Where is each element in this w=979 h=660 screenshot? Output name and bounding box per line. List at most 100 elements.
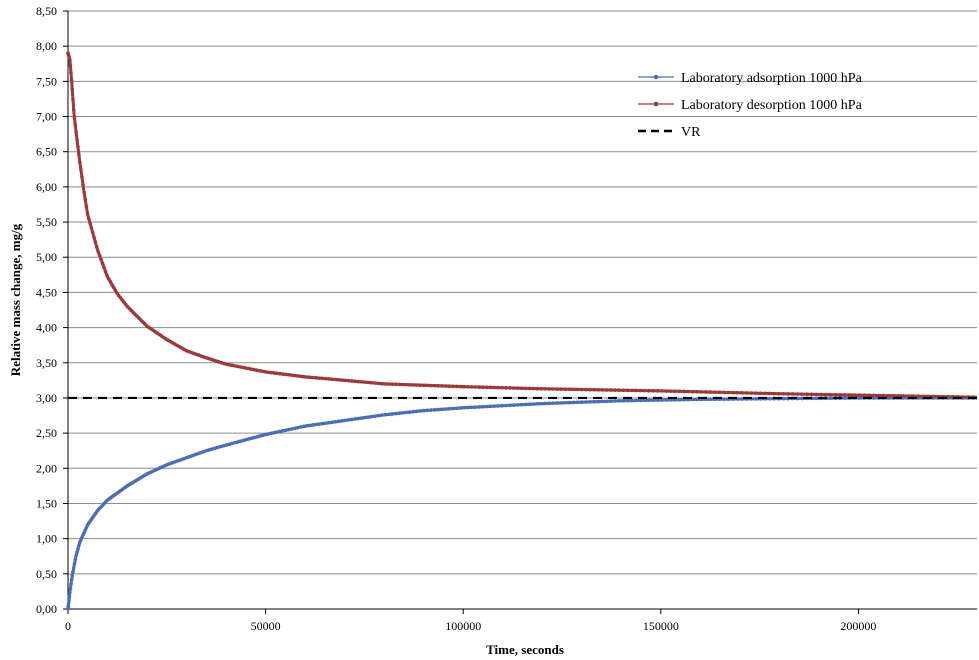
legend-item: Laboratory desorption 1000 hPa <box>638 98 863 113</box>
data-point <box>263 370 268 374</box>
data-point <box>555 401 560 405</box>
data-point <box>559 387 564 391</box>
data-point <box>563 387 568 392</box>
data-point <box>103 269 108 274</box>
data-point <box>284 428 288 432</box>
data-point <box>571 387 576 392</box>
y-tick-label: 8,50 <box>36 4 57 18</box>
data-point <box>946 394 950 399</box>
data-point <box>872 393 876 398</box>
data-point <box>356 416 361 421</box>
data-point <box>655 398 660 402</box>
data-point <box>349 417 354 422</box>
data-point <box>340 378 344 382</box>
data-point <box>69 70 73 75</box>
data-point <box>393 411 398 416</box>
data-point <box>400 382 405 387</box>
data-point <box>440 407 444 412</box>
data-point <box>735 390 740 395</box>
data-point <box>523 402 528 407</box>
data-point <box>369 380 374 385</box>
data-point <box>488 385 493 390</box>
data-point <box>543 387 548 391</box>
data-point <box>852 393 857 397</box>
data-point <box>432 408 437 412</box>
data-point <box>366 380 371 385</box>
data-point <box>731 390 735 395</box>
data-point <box>454 384 459 389</box>
data-point <box>511 403 516 407</box>
x-tick-labels: 0 50000 100000 150000 200000 <box>65 619 876 633</box>
data-point <box>708 397 713 402</box>
data-point <box>647 398 651 403</box>
data-point <box>74 130 78 135</box>
data-point <box>695 397 699 402</box>
data-point <box>527 386 532 391</box>
data-point <box>369 414 374 419</box>
data-point <box>336 378 341 382</box>
data-point <box>600 399 605 404</box>
data-point <box>246 437 251 441</box>
data-point <box>110 282 114 287</box>
data-point <box>896 394 901 398</box>
data-point <box>249 367 254 371</box>
data-point <box>891 393 896 398</box>
data-point <box>414 409 419 414</box>
data-point <box>324 376 328 381</box>
data-point <box>72 116 77 120</box>
data-point <box>767 391 772 396</box>
data-point <box>651 398 656 402</box>
legend-marker <box>653 74 659 80</box>
data-point <box>380 413 384 417</box>
data-point <box>686 389 691 394</box>
data-point <box>786 392 790 396</box>
data-point <box>496 385 500 390</box>
data-point <box>404 410 408 415</box>
data-point <box>664 389 669 393</box>
data-point <box>241 438 245 443</box>
data-point <box>638 388 643 393</box>
data-point <box>519 402 524 407</box>
data-point <box>584 400 588 404</box>
data-point <box>366 415 371 419</box>
data-point <box>647 388 651 393</box>
data-point <box>535 402 540 406</box>
data-point <box>327 377 331 381</box>
data-point <box>246 366 251 371</box>
data-point <box>575 387 580 392</box>
data-point <box>68 63 73 68</box>
data-point <box>677 397 682 402</box>
data-point <box>235 364 240 369</box>
legend-label: Laboratory desorption 1000 hPa <box>681 98 863 113</box>
data-point <box>838 393 842 397</box>
data-point <box>105 274 109 278</box>
data-point <box>418 409 423 413</box>
data-point <box>443 407 448 411</box>
data-point <box>320 376 325 381</box>
data-point <box>758 391 763 396</box>
data-point <box>767 396 772 401</box>
data-point <box>781 396 786 401</box>
data-point <box>462 405 466 410</box>
data-point <box>621 388 626 393</box>
data-point <box>630 398 634 403</box>
data-point <box>89 226 94 230</box>
data-point <box>800 392 804 396</box>
data-point <box>608 388 613 392</box>
data-point <box>713 390 717 394</box>
data-point <box>238 439 242 444</box>
data-point <box>708 390 713 394</box>
data-point <box>551 401 556 405</box>
data-point <box>519 386 524 391</box>
data-point <box>296 374 300 378</box>
data-point <box>795 392 800 396</box>
data-point <box>559 401 564 405</box>
data-point <box>93 240 98 244</box>
data-point <box>67 598 71 603</box>
data-point <box>634 388 638 393</box>
data-point <box>660 398 664 402</box>
data-point <box>466 385 470 389</box>
data-point <box>843 393 847 397</box>
data-point <box>776 391 781 396</box>
data-point <box>916 394 920 398</box>
